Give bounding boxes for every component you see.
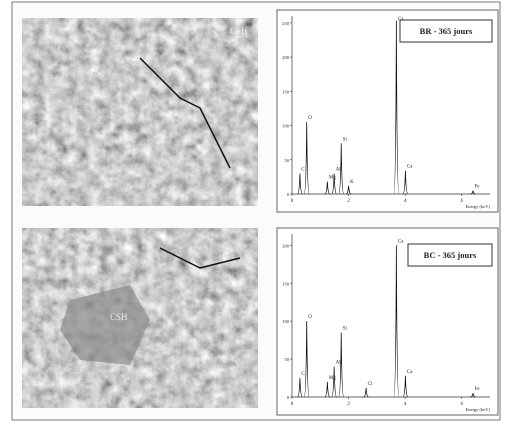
peak-label: Mg (329, 176, 336, 181)
image-label: CSH (110, 312, 128, 322)
y-tick-label: 200 (282, 55, 290, 60)
image-label: CSH (230, 26, 248, 36)
y-tick-label: 50 (285, 357, 290, 362)
y-tick-label: 200 (282, 243, 290, 248)
peak-label: Fe (475, 387, 481, 392)
x-axis-label: Energy (keV) (465, 204, 490, 209)
y-tick-label: 150 (282, 89, 290, 94)
y-tick-label: 100 (282, 124, 290, 129)
peak-label: Fe (475, 185, 481, 190)
peak-label: Ca (407, 370, 413, 375)
peak-label: Mg (329, 376, 336, 381)
peak-label: Ca (398, 239, 404, 244)
peak-label: Si (343, 137, 348, 142)
spectrum-title: BR - 365 jours (420, 26, 473, 36)
peak-label: O (308, 315, 312, 320)
y-tick-label: 100 (282, 319, 290, 324)
figure: CSH0501001502002500246Energy (keV)COMgAl… (0, 0, 505, 430)
y-tick-label: 50 (285, 158, 290, 163)
spectrum-title: BC - 365 jours (424, 250, 477, 260)
peak-label: K (350, 180, 354, 185)
y-tick-label: 150 (282, 281, 290, 286)
x-axis-label: Energy (keV) (465, 407, 490, 412)
peak-label: Cl (368, 382, 373, 387)
peak-label: Ca (407, 165, 413, 170)
y-tick-label: 250 (282, 21, 290, 26)
peak-label: Si (343, 327, 348, 332)
peak-label: O (308, 116, 312, 121)
sem-image (22, 18, 258, 206)
